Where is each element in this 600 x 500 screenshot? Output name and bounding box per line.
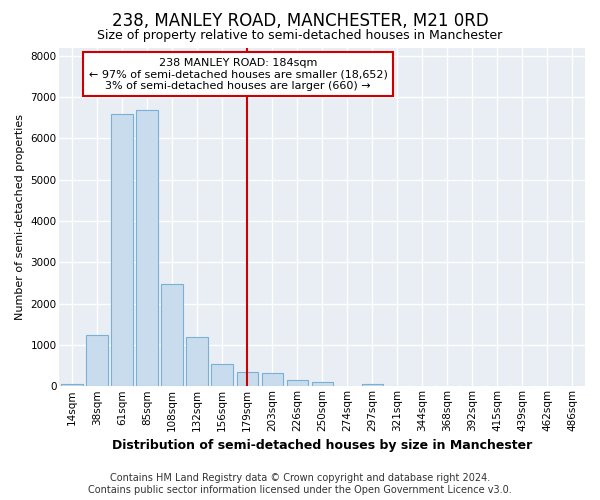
Bar bbox=[136, 110, 158, 386]
Bar bbox=[287, 380, 308, 386]
Text: 238 MANLEY ROAD: 184sqm
← 97% of semi-detached houses are smaller (18,652)
3% of: 238 MANLEY ROAD: 184sqm ← 97% of semi-de… bbox=[89, 58, 388, 91]
Bar bbox=[161, 284, 183, 386]
Y-axis label: Number of semi-detached properties: Number of semi-detached properties bbox=[15, 114, 25, 320]
Bar bbox=[86, 336, 107, 386]
Bar bbox=[112, 114, 133, 386]
Bar bbox=[61, 384, 83, 386]
Bar bbox=[362, 384, 383, 386]
Text: Size of property relative to semi-detached houses in Manchester: Size of property relative to semi-detach… bbox=[97, 29, 503, 42]
Text: 238, MANLEY ROAD, MANCHESTER, M21 0RD: 238, MANLEY ROAD, MANCHESTER, M21 0RD bbox=[112, 12, 488, 30]
Text: Contains HM Land Registry data © Crown copyright and database right 2024.
Contai: Contains HM Land Registry data © Crown c… bbox=[88, 474, 512, 495]
Bar bbox=[187, 336, 208, 386]
X-axis label: Distribution of semi-detached houses by size in Manchester: Distribution of semi-detached houses by … bbox=[112, 440, 532, 452]
Bar bbox=[211, 364, 233, 386]
Bar bbox=[236, 372, 258, 386]
Bar bbox=[262, 372, 283, 386]
Bar bbox=[311, 382, 333, 386]
